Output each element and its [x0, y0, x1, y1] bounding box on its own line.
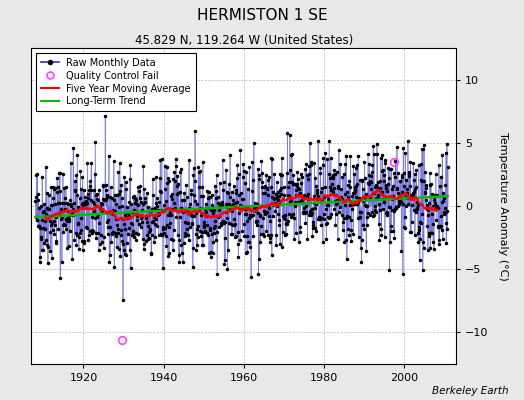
Legend: Raw Monthly Data, Quality Control Fail, Five Year Moving Average, Long-Term Tren: Raw Monthly Data, Quality Control Fail, … — [36, 53, 196, 111]
Text: Berkeley Earth: Berkeley Earth — [432, 386, 508, 396]
Y-axis label: Temperature Anomaly (°C): Temperature Anomaly (°C) — [498, 132, 508, 280]
Text: HERMISTON 1 SE: HERMISTON 1 SE — [196, 8, 328, 23]
Title: 45.829 N, 119.264 W (United States): 45.829 N, 119.264 W (United States) — [135, 34, 353, 47]
